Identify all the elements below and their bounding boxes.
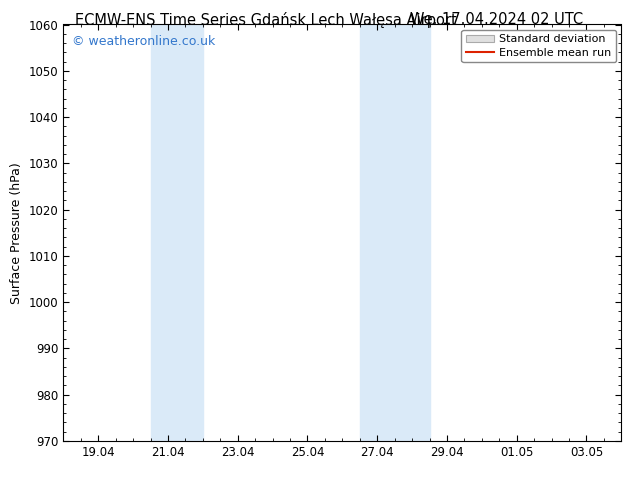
Legend: Standard deviation, Ensemble mean run: Standard deviation, Ensemble mean run [462, 30, 616, 62]
Text: © weatheronline.co.uk: © weatheronline.co.uk [72, 35, 215, 48]
Text: ECMW-ENS Time Series Gdańsk Lech Wałęsa Airport: ECMW-ENS Time Series Gdańsk Lech Wałęsa … [75, 12, 457, 28]
Bar [360, 24, 430, 441]
Y-axis label: Surface Pressure (hPa): Surface Pressure (hPa) [10, 162, 23, 304]
Bar [150, 24, 203, 441]
Text: We. 17.04.2024 02 UTC: We. 17.04.2024 02 UTC [410, 12, 583, 27]
